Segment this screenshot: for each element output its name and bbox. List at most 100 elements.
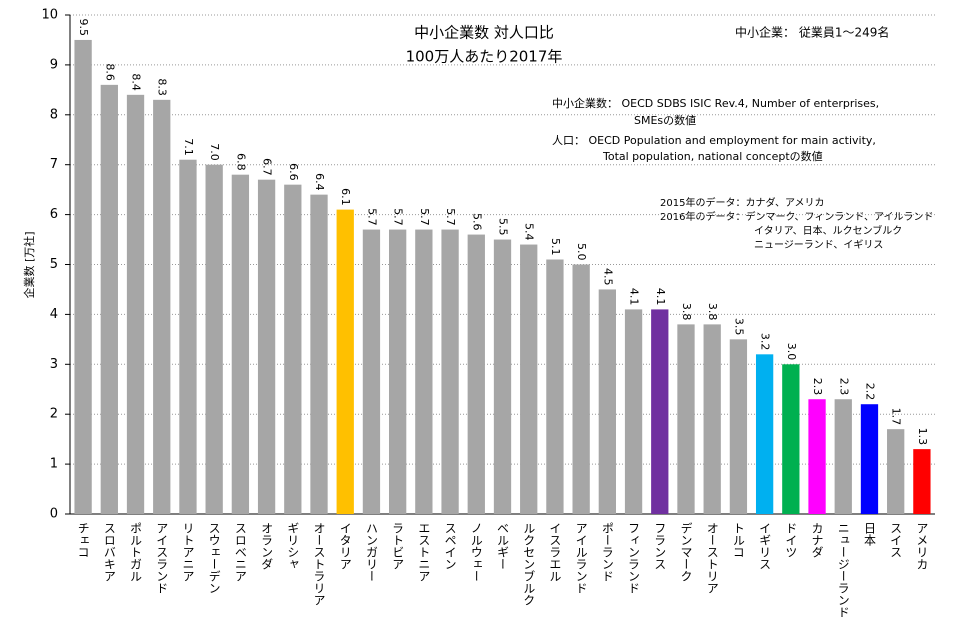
annotation: 2015年のデータ：カナダ、アメリカ: [660, 196, 824, 209]
value-label: 1.3: [916, 428, 929, 446]
annotation: 中小企業数： OECD SDBS ISIC Rev.4, Number of e…: [552, 96, 879, 110]
y-tick-label: 9: [50, 57, 58, 72]
bar: [493, 239, 512, 515]
y-tick-label: 1: [50, 457, 58, 472]
bar: [808, 399, 826, 514]
value-label: 7.0: [208, 143, 221, 161]
value-label: 5.5: [497, 218, 510, 236]
bar: [782, 364, 800, 514]
value-label: 2.2: [863, 383, 876, 401]
annotation: 人口： OECD Population and employment for m…: [552, 134, 876, 147]
value-label: 3.8: [680, 303, 693, 321]
x-tick-label: フィンランド: [627, 522, 641, 594]
value-label: 9.5: [77, 18, 90, 36]
x-tick-label: イスラエル: [548, 522, 562, 582]
value-label: 3.2: [759, 333, 772, 351]
bar: [546, 259, 564, 514]
value-label: 7.1: [182, 138, 195, 156]
value-label: 5.7: [365, 208, 378, 226]
bar: [572, 264, 590, 514]
value-label: 5.0: [575, 243, 588, 261]
value-label: 8.4: [130, 73, 143, 91]
x-tick-label: トルコ: [731, 522, 745, 558]
bar: [598, 289, 616, 514]
bar: [284, 184, 302, 514]
bar: [336, 209, 354, 515]
bar: [310, 194, 328, 514]
x-tick-label: アイスランド: [155, 522, 169, 594]
value-label: 8.6: [103, 63, 116, 81]
y-tick-label: 2: [50, 407, 58, 422]
x-tick-label: イタリア: [338, 522, 352, 570]
bar: [415, 229, 433, 514]
bar: [729, 339, 748, 514]
bar: [887, 429, 905, 514]
bar: [441, 229, 459, 514]
bar: [467, 234, 485, 514]
annotation: 2016年のデータ：デンマーク、フィンランド、アイルランド: [660, 210, 933, 223]
x-tick-label: アイルランド: [574, 522, 588, 594]
x-tick-label: チェコ: [76, 522, 90, 558]
x-tick-label: リトアニア: [181, 522, 195, 582]
value-label: 2.3: [811, 378, 824, 396]
y-tick-label: 5: [50, 257, 58, 272]
value-label: 5.7: [392, 208, 405, 226]
value-label: 3.0: [785, 343, 798, 361]
x-tick-label: デンマーク: [679, 522, 693, 582]
bar: [205, 164, 223, 514]
bar: [703, 324, 721, 514]
value-label: 5.1: [549, 238, 562, 256]
bar: [860, 404, 879, 514]
bar: [179, 159, 197, 514]
bar: [520, 244, 538, 515]
bar: [651, 309, 669, 514]
y-tick-label: 7: [50, 157, 58, 172]
bar: [624, 309, 643, 514]
x-tick-label: ポルトガル: [129, 522, 143, 582]
value-label: 3.8: [706, 303, 719, 321]
value-label: 2.3: [837, 378, 850, 396]
x-tick-label: スウェーデン: [207, 522, 221, 594]
y-tick-label: 10: [41, 8, 58, 23]
x-tick-label: オーストリア: [705, 522, 719, 594]
value-label: 6.4: [313, 173, 326, 191]
x-tick-label: エストニア: [417, 522, 431, 582]
y-tick-label: 3: [50, 357, 58, 372]
value-label: 6.1: [339, 188, 352, 206]
x-tick-label: オランダ: [260, 522, 274, 570]
value-label: 5.7: [444, 208, 457, 226]
value-label: 3.5: [732, 318, 745, 336]
chart-subtitle: 100万人あたり2017年: [406, 48, 563, 66]
bar: [231, 174, 250, 514]
value-label: 5.6: [470, 213, 483, 231]
x-tick-label: ポーランド: [600, 522, 614, 582]
value-label: 4.5: [601, 268, 614, 286]
chart-title: 中小企業数 対人口比: [414, 24, 554, 42]
bar: [153, 99, 171, 514]
x-tick-label: ニュージーランド: [836, 522, 850, 618]
annotation: 中小企業： 従業員1～249名: [735, 25, 889, 40]
value-label: 6.7: [261, 158, 274, 176]
bar: [677, 324, 695, 514]
x-tick-label: ハンガリー: [364, 522, 378, 582]
x-tick-label: ノルウェー: [469, 522, 483, 582]
annotation: ニュージーランド、イギリス: [754, 239, 883, 251]
x-tick-label: ルクセンブルク: [522, 522, 536, 606]
value-label: 5.7: [418, 208, 431, 226]
y-tick-label: 8: [50, 107, 58, 122]
value-label: 1.7: [890, 408, 903, 426]
value-label: 4.1: [628, 288, 641, 306]
x-tick-label: イギリス: [758, 522, 772, 570]
x-tick-label: ベルギー: [496, 522, 510, 570]
x-tick-label: カナダ: [810, 522, 824, 558]
y-tick-label: 0: [50, 507, 58, 522]
value-label: 5.4: [523, 223, 536, 241]
x-tick-label: ラトビア: [391, 522, 405, 570]
bar: [389, 229, 407, 514]
x-tick-label: スロベニア: [233, 522, 247, 582]
x-tick-label: オーストラリア: [312, 522, 326, 606]
bar: [100, 84, 118, 515]
value-label: 6.6: [287, 163, 300, 181]
